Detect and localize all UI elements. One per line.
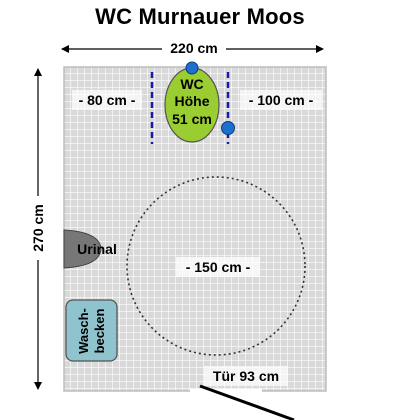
height-label-bg bbox=[28, 196, 48, 260]
urinal-label: Urinal bbox=[77, 241, 117, 257]
turning-circle-label: - 150 cm - bbox=[186, 259, 251, 275]
toilet-paper-marker bbox=[221, 121, 235, 135]
flush-button-marker bbox=[185, 61, 199, 75]
door-leaf bbox=[199, 384, 295, 420]
left-clearance-bg bbox=[72, 90, 142, 110]
door-label-bg bbox=[204, 366, 288, 386]
door-label: Tür 93 cm bbox=[213, 368, 279, 384]
wc-label-line2: Höhe bbox=[175, 93, 210, 109]
wc-label-line1: WC bbox=[180, 76, 203, 92]
wc-label-line3: 51 cm bbox=[172, 111, 212, 127]
turning-circle bbox=[126, 176, 306, 356]
width-dimension-label: 220 cm bbox=[170, 40, 217, 56]
sink bbox=[65, 299, 118, 362]
urinal bbox=[63, 229, 102, 269]
width-label-bg bbox=[162, 38, 226, 58]
sink-label-line2: becken bbox=[92, 309, 107, 354]
left-clearance-label: - 80 cm - bbox=[79, 92, 136, 108]
height-dimension-label: 270 cm bbox=[30, 204, 46, 251]
page-title: WC Murnauer Moos bbox=[95, 4, 305, 29]
right-clearance-label: - 100 cm - bbox=[249, 92, 314, 108]
turning-circle-label-bg bbox=[176, 257, 260, 277]
sink-label-line1: Wasch- bbox=[76, 308, 91, 354]
right-clearance-bg bbox=[240, 90, 322, 110]
